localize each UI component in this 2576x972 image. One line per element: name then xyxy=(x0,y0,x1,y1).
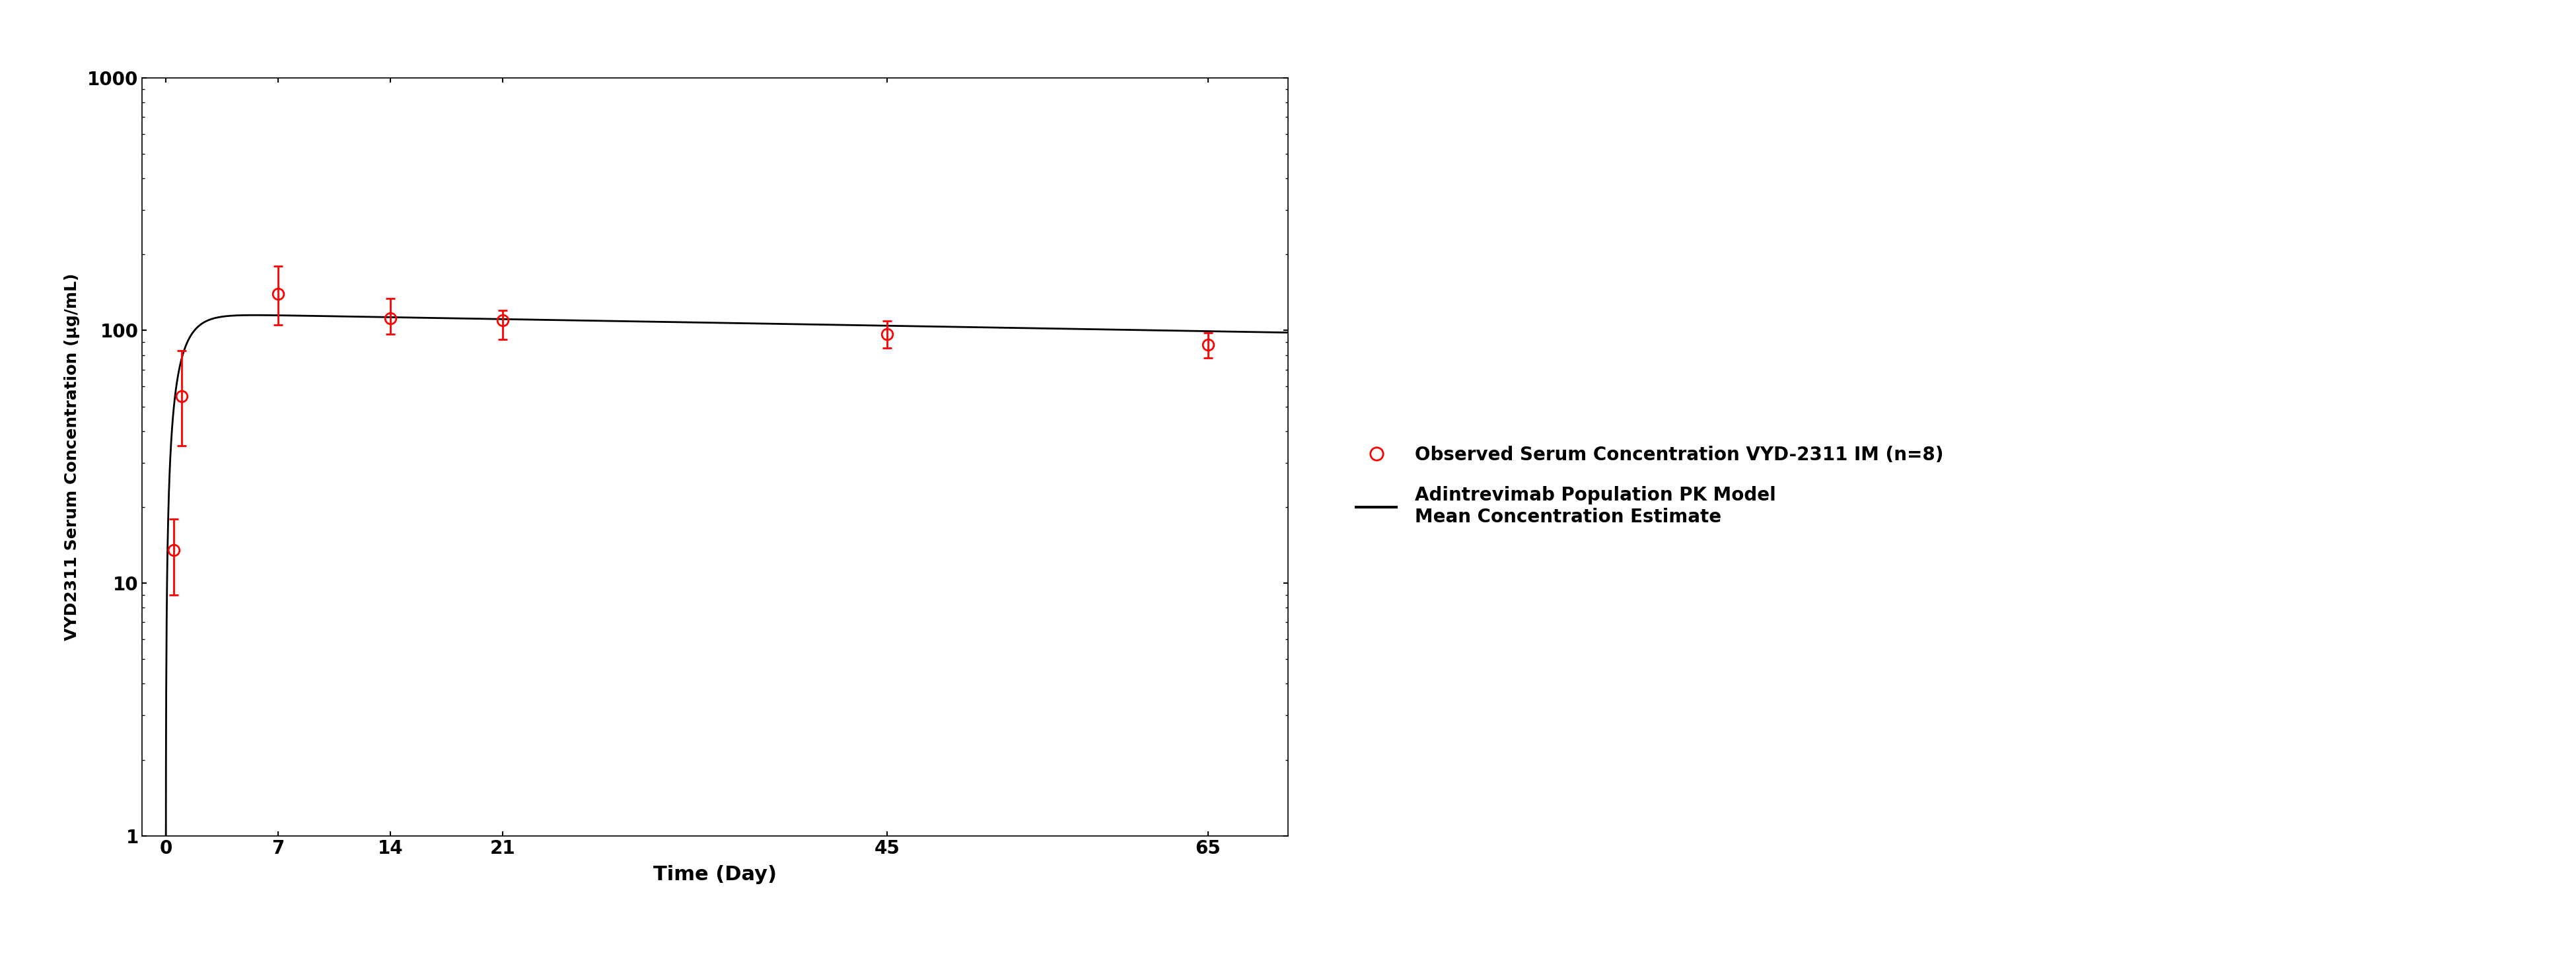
Legend: Observed Serum Concentration VYD-2311 IM (n=8), Adintrevimab Population PK Model: Observed Serum Concentration VYD-2311 IM… xyxy=(1350,438,1950,534)
Y-axis label: VYD2311 Serum Concentration (µg/mL): VYD2311 Serum Concentration (µg/mL) xyxy=(64,273,80,641)
X-axis label: Time (Day): Time (Day) xyxy=(654,865,775,885)
